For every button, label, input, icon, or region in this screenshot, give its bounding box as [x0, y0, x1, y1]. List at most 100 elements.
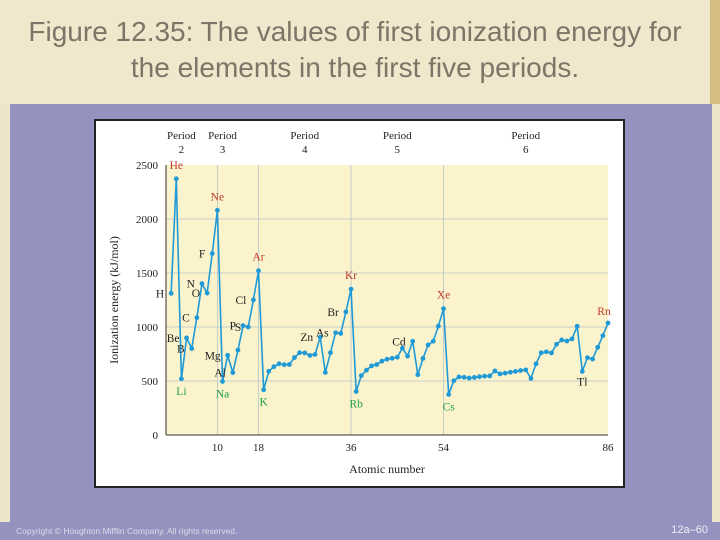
data-point [394, 354, 400, 360]
data-point [271, 364, 277, 370]
data-point [214, 207, 220, 213]
data-point [513, 368, 518, 374]
period-label: Period [167, 130, 196, 142]
period-labels: Period 2 Period 3 Period 4 Period 5 Period 6 [167, 130, 541, 156]
data-point [369, 363, 374, 369]
element-label: P [230, 321, 236, 333]
left-border-strip [0, 104, 10, 522]
element-label: Br [327, 307, 339, 319]
element-label: Al [214, 368, 226, 380]
data-point [204, 290, 210, 296]
data-point [261, 387, 267, 393]
x-tick-label: 36 [346, 442, 358, 454]
element-label: Tl [577, 376, 587, 388]
element-label: Mg [205, 350, 221, 362]
data-point [441, 306, 446, 312]
data-point [549, 350, 554, 356]
period-number: 4 [302, 144, 308, 156]
element-label: Rb [349, 398, 363, 410]
y-tick-label: 1500 [136, 268, 159, 280]
data-point [184, 335, 189, 341]
data-point [312, 352, 318, 357]
data-point [317, 334, 323, 340]
element-label: Cl [235, 295, 246, 307]
data-point [374, 362, 380, 367]
data-point [179, 376, 184, 382]
data-point [466, 375, 472, 381]
data-point [358, 373, 364, 378]
data-point [333, 330, 339, 336]
grid [166, 165, 608, 435]
element-label: F [199, 248, 205, 260]
period-number: 6 [523, 144, 529, 156]
data-point [281, 362, 287, 368]
data-point [276, 361, 282, 367]
data-point [502, 370, 508, 376]
data-point [543, 349, 549, 355]
element-label: Be [167, 333, 180, 345]
x-tick-label: 18 [253, 442, 265, 454]
data-point [554, 341, 560, 347]
data-point [579, 368, 585, 374]
element-label: H [156, 288, 164, 300]
x-tick-label: 54 [438, 442, 450, 454]
data-point [425, 342, 431, 348]
data-point [220, 379, 225, 384]
element-label: N [187, 279, 196, 291]
title-band: Figure 12.35: The values of first ioniza… [0, 0, 720, 104]
x-axis-label: Atomic number [349, 462, 425, 476]
y-axis-label: Ionization energy (kJ/mol) [107, 236, 121, 364]
data-point [189, 346, 195, 351]
element-label: O [192, 288, 200, 300]
data-point [256, 268, 261, 274]
data-point [564, 338, 570, 344]
element-label: K [259, 397, 268, 409]
data-point [266, 368, 272, 374]
data-point [384, 356, 390, 362]
element-label: B [177, 343, 185, 355]
data-point [364, 367, 369, 373]
y-tick-label: 1000 [136, 322, 159, 334]
data-point [348, 286, 354, 292]
data-point [343, 309, 349, 315]
data-point [559, 337, 565, 343]
footer: Copyright © Houghton Mifflin Company. Al… [0, 522, 720, 540]
y-tick-label: 2500 [136, 160, 159, 172]
right-border-strip [712, 104, 720, 522]
data-point [461, 374, 467, 380]
element-label: Li [176, 386, 186, 398]
data-point [477, 374, 482, 380]
element-label: Zn [300, 332, 313, 344]
data-point [302, 350, 308, 356]
data-point [451, 378, 457, 384]
data-point [173, 176, 179, 182]
x-tick-label: 86 [603, 442, 615, 454]
axes: 0 500 1000 1500 2000 2500 10 18 36 54 86 [136, 160, 614, 454]
data-point [518, 368, 524, 373]
data-point [605, 320, 611, 326]
data-point [297, 350, 303, 356]
data-points [168, 176, 611, 397]
data-point [497, 371, 503, 377]
data-point [245, 324, 251, 330]
data-point [250, 297, 256, 303]
data-point [523, 367, 529, 373]
data-point [235, 347, 241, 353]
data-point [410, 338, 416, 344]
data-point [574, 323, 580, 329]
period-number: 3 [220, 144, 226, 156]
y-tick-label: 2000 [136, 214, 159, 226]
element-label: Cs [443, 401, 456, 413]
y-tick-label: 500 [142, 376, 159, 388]
element-label: Kr [345, 270, 357, 282]
element-label: Ne [211, 191, 224, 203]
data-point [322, 370, 328, 375]
data-point [507, 369, 513, 375]
data-point [585, 355, 590, 361]
element-label: He [170, 160, 183, 172]
data-point [225, 352, 231, 358]
period-label: Period [208, 130, 237, 142]
data-point [400, 345, 405, 351]
element-label: Xe [437, 290, 450, 302]
